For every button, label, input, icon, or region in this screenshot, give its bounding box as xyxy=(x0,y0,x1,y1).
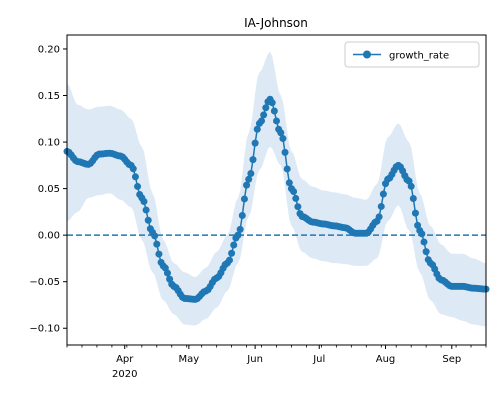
confidence-band xyxy=(67,51,486,327)
data-point xyxy=(377,202,385,210)
data-point xyxy=(234,231,242,239)
data-point xyxy=(422,248,430,256)
data-point xyxy=(290,188,298,196)
data-point xyxy=(251,139,259,147)
data-point xyxy=(144,216,152,224)
y-tick-label: 0.15 xyxy=(38,91,60,102)
series-layer xyxy=(63,95,490,303)
data-point xyxy=(236,225,244,233)
data-point xyxy=(375,213,383,221)
data-point xyxy=(273,117,280,125)
data-point xyxy=(270,107,278,115)
data-point xyxy=(243,181,251,189)
x-tick-label: Jun xyxy=(246,354,263,365)
data-point xyxy=(379,190,387,198)
data-point xyxy=(292,194,300,202)
data-point xyxy=(245,175,253,183)
y-tick-label: −0.05 xyxy=(29,277,60,288)
y-tick-label: 0.10 xyxy=(38,138,60,149)
y-tick-label: −0.10 xyxy=(29,324,60,335)
data-point xyxy=(225,256,233,264)
data-point xyxy=(420,238,428,246)
x-tick-label: Apr xyxy=(116,354,134,365)
legend-entry-growth-rate: growth_rate xyxy=(389,51,449,62)
data-point xyxy=(281,148,289,156)
chart-title: IA-Johnson xyxy=(244,16,308,30)
y-tick-label: 0.05 xyxy=(38,184,60,195)
data-point xyxy=(260,111,268,119)
data-point xyxy=(134,182,142,190)
data-point xyxy=(258,117,266,125)
data-point xyxy=(238,211,246,219)
x-tick-label: Aug xyxy=(376,354,396,365)
data-point xyxy=(129,165,137,173)
data-point xyxy=(283,165,291,173)
x-tick-label: Jul xyxy=(312,354,325,365)
data-point xyxy=(294,203,302,211)
data-point xyxy=(277,129,285,137)
data-point xyxy=(142,206,150,214)
data-point xyxy=(253,125,261,133)
x-tick-label: May xyxy=(179,354,200,365)
data-point xyxy=(409,195,417,203)
data-point xyxy=(249,156,257,164)
data-point xyxy=(153,240,161,248)
data-point xyxy=(418,230,426,238)
legend: growth_rate xyxy=(344,41,480,68)
data-point xyxy=(151,232,159,240)
data-point xyxy=(279,135,287,143)
axes-layer: −0.10 −0.05 0.00 0.05 0.10 0.15 0.20 Apr 2020 May… xyxy=(29,34,487,380)
data-point xyxy=(268,99,276,107)
x-tick-label: Sep xyxy=(442,354,461,365)
data-point xyxy=(247,169,255,177)
data-point xyxy=(285,179,293,187)
data-point xyxy=(262,104,270,112)
data-point xyxy=(240,195,248,203)
x-tick-year-label: 2020 xyxy=(112,369,137,380)
data-point xyxy=(155,250,163,258)
data-point xyxy=(163,269,171,277)
y-tick-label: 0.20 xyxy=(38,44,60,55)
legend-marker-swatch xyxy=(363,50,371,59)
data-point xyxy=(407,182,415,190)
data-point xyxy=(131,173,139,181)
data-point xyxy=(230,241,238,249)
y-tick-label: 0.00 xyxy=(38,231,60,242)
legend-box xyxy=(344,41,480,68)
data-point xyxy=(411,209,419,217)
confidence-band-layer xyxy=(67,51,486,327)
data-point xyxy=(228,249,236,257)
data-point xyxy=(140,198,148,205)
